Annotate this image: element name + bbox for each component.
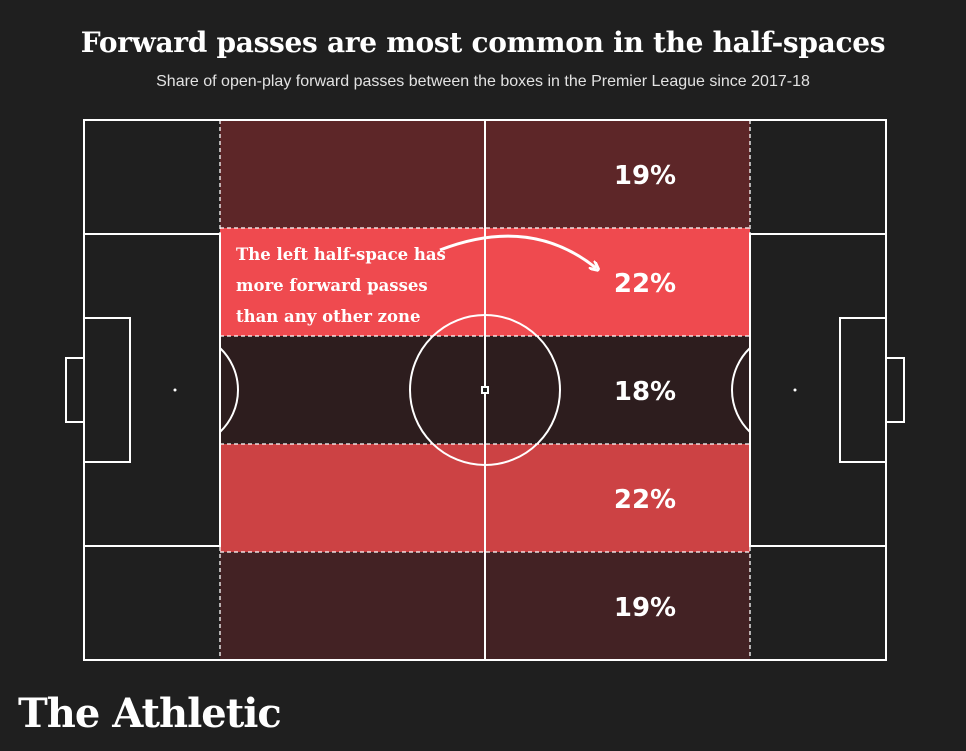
pitch-lines bbox=[65, 119, 905, 661]
annotation-line: more forward passes bbox=[236, 276, 428, 295]
center-circle bbox=[409, 314, 561, 466]
zone-value-label: 19% bbox=[614, 593, 676, 623]
left-goal bbox=[65, 357, 85, 423]
right-penalty-area bbox=[749, 233, 887, 547]
annotation-arrow bbox=[439, 234, 596, 268]
zone-value-label: 22% bbox=[614, 485, 676, 515]
zone-labels: 19% 22% 18% 22% 19% bbox=[614, 161, 676, 623]
zone-value-label: 19% bbox=[614, 161, 676, 191]
annotation-line: The left half-space has bbox=[236, 245, 446, 264]
left-six-yard-box bbox=[83, 317, 131, 463]
the-athletic-logo: The Athletic bbox=[18, 690, 282, 737]
annotation-text: The left half-space has more forward pas… bbox=[236, 239, 496, 332]
left-penalty-arc bbox=[219, 347, 239, 433]
left-penalty-area bbox=[83, 233, 221, 547]
right-six-yard-box bbox=[839, 317, 887, 463]
zone-value-label: 22% bbox=[614, 269, 676, 299]
zone-dividers bbox=[219, 120, 751, 660]
right-penalty-arc bbox=[731, 347, 751, 433]
center-spot bbox=[481, 386, 489, 394]
annotation-line: than any other zone bbox=[236, 307, 421, 326]
left-penalty-spot bbox=[173, 388, 177, 392]
zone-value-label: 18% bbox=[614, 377, 676, 407]
chart-subtitle: Share of open-play forward passes betwee… bbox=[156, 73, 810, 90]
right-penalty-spot bbox=[793, 388, 797, 392]
right-goal bbox=[885, 357, 905, 423]
chart-title: Forward passes are most common in the ha… bbox=[80, 26, 886, 59]
